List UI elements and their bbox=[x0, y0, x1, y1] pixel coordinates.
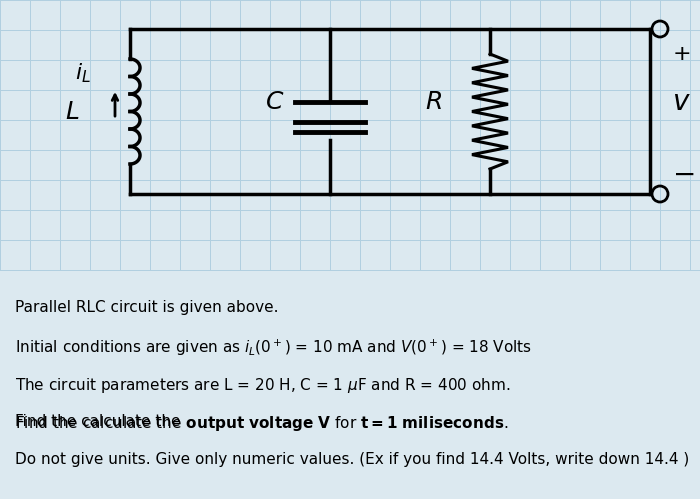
Text: Find the calculate the $\mathbf{output\ voltage\ V}$ for $\mathbf{t=1\ milisecon: Find the calculate the $\mathbf{output\ … bbox=[15, 414, 508, 433]
Text: Find the calculate the: Find the calculate the bbox=[15, 414, 186, 429]
Text: $L$: $L$ bbox=[65, 99, 79, 123]
Text: The circuit parameters are L = 20 H, C = 1 $\mu$F and R = 400 ohm.: The circuit parameters are L = 20 H, C =… bbox=[15, 376, 510, 395]
Text: $+$: $+$ bbox=[672, 44, 690, 64]
Text: $i_L$: $i_L$ bbox=[75, 61, 91, 85]
Text: Parallel RLC circuit is given above.: Parallel RLC circuit is given above. bbox=[15, 300, 279, 315]
Text: $R$: $R$ bbox=[425, 89, 442, 113]
Text: Do not give units. Give only numeric values. (Ex if you find 14.4 Volts, write d: Do not give units. Give only numeric val… bbox=[15, 452, 690, 467]
Text: $-$: $-$ bbox=[672, 160, 694, 188]
Text: $v$: $v$ bbox=[672, 87, 691, 115]
Text: Initial conditions are given as $i_L(0^+)$ = 10 mA and $V(0^+)$ = 18 Volts: Initial conditions are given as $i_L(0^+… bbox=[15, 338, 532, 358]
Text: $C$: $C$ bbox=[265, 89, 284, 113]
